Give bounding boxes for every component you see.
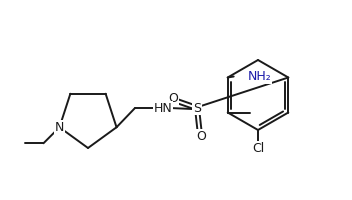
Text: S: S: [193, 102, 201, 114]
Text: HN: HN: [153, 102, 172, 114]
Text: O: O: [168, 92, 178, 106]
Text: NH₂: NH₂: [248, 70, 271, 83]
Text: N: N: [55, 121, 64, 134]
Text: O: O: [196, 130, 206, 142]
Text: Cl: Cl: [252, 142, 264, 154]
